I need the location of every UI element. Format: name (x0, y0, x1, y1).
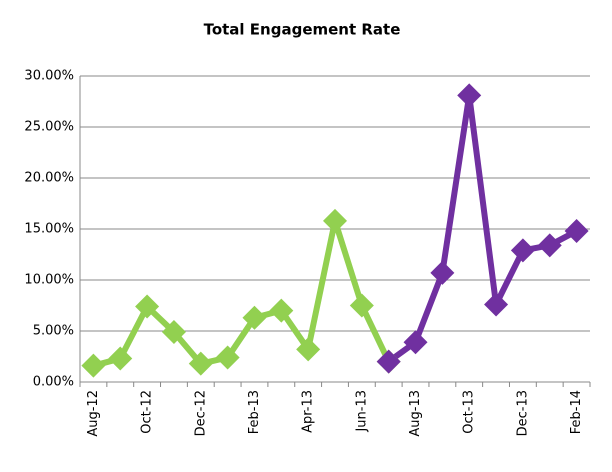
data-point (81, 353, 106, 378)
chart-title: Total Engagement Rate (204, 21, 401, 39)
data-point (296, 337, 321, 362)
x-tick-label: Aug-13 (408, 390, 423, 437)
data-point (188, 351, 213, 376)
data-point (349, 293, 374, 318)
data-point (457, 83, 482, 108)
y-tick-label: 30.00% (24, 69, 74, 84)
x-tick-label: Feb-13 (247, 390, 262, 434)
data-point (564, 219, 589, 244)
data-point (269, 298, 294, 323)
data-point (510, 238, 535, 263)
y-tick-label: 25.00% (24, 120, 74, 135)
y-tick-label: 10.00% (24, 273, 74, 288)
x-tick-label: Dec-13 (515, 390, 530, 436)
data-point (537, 233, 562, 258)
x-tick-label: Oct-13 (462, 390, 477, 434)
data-point (323, 208, 347, 233)
data-point (108, 346, 133, 371)
data-point (135, 294, 160, 319)
data-point (403, 330, 428, 355)
x-tick-label: Oct-12 (140, 390, 155, 434)
x-tick-label: Apr-13 (301, 390, 316, 433)
x-tick-label: Aug-12 (86, 390, 101, 437)
data-point (376, 349, 401, 374)
x-tick-label: Feb-14 (569, 390, 584, 434)
data-point (242, 305, 267, 330)
x-tick-label: Dec-12 (193, 390, 208, 436)
y-tick-label: 0.00% (33, 375, 74, 390)
data-point (161, 320, 186, 345)
series-line (92, 217, 392, 369)
x-tick-label: Jun-13 (354, 390, 369, 433)
y-tick-label: 20.00% (24, 171, 74, 186)
y-tick-label: 5.00% (33, 324, 74, 339)
y-tick-label: 15.00% (24, 222, 74, 237)
data-point (215, 345, 240, 370)
data-point (484, 292, 509, 317)
data-point (430, 260, 455, 285)
